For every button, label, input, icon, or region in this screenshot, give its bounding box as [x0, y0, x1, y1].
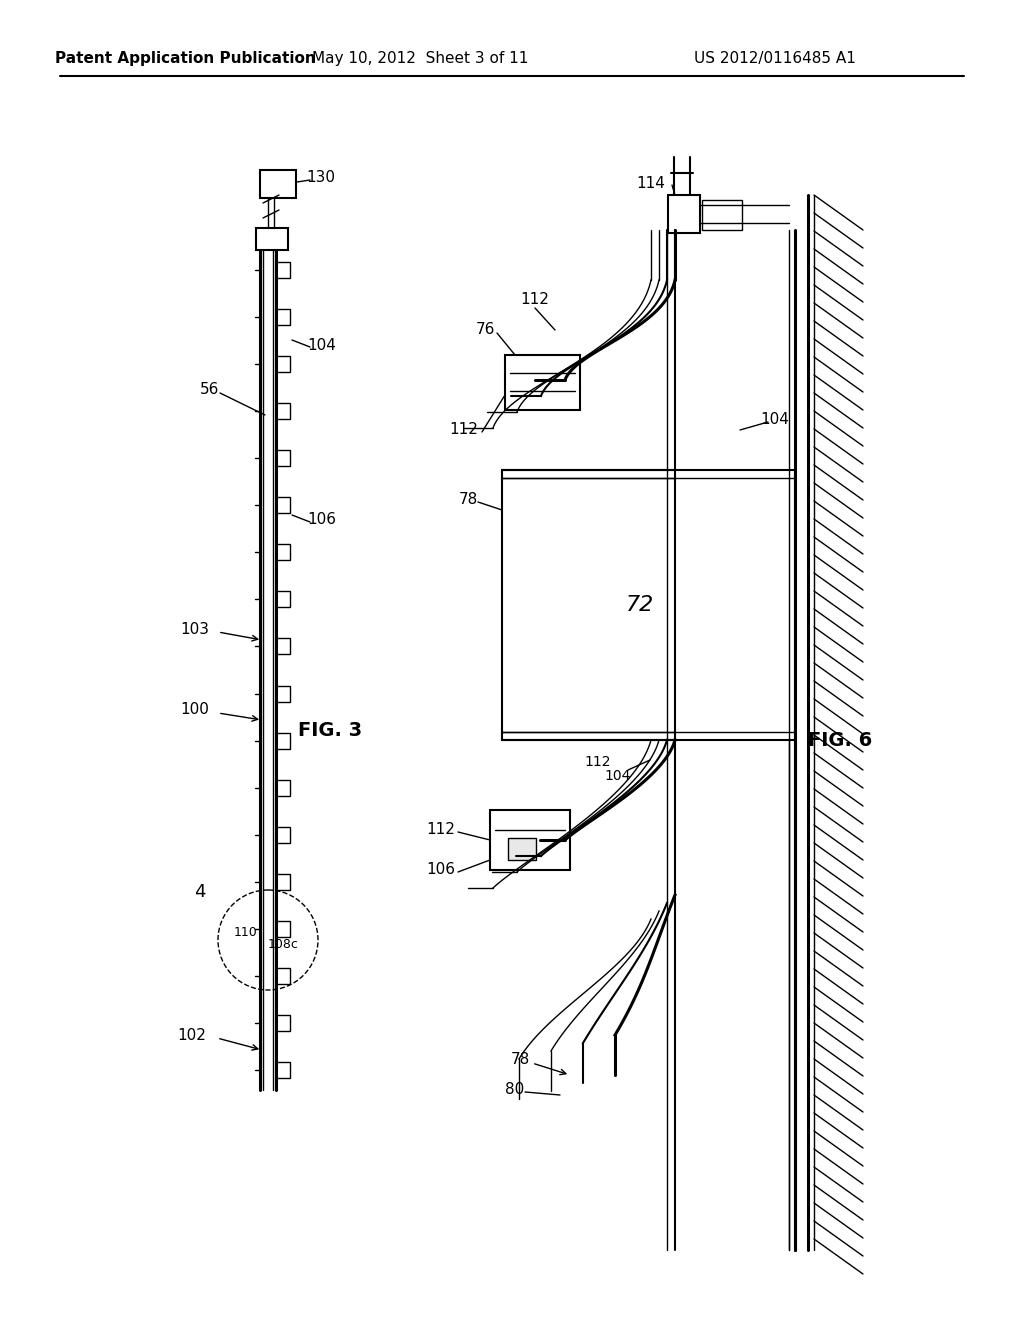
Bar — [276, 780, 290, 796]
Text: 100: 100 — [180, 702, 210, 718]
Bar — [260, 170, 296, 198]
Bar — [276, 591, 290, 607]
Text: 80: 80 — [506, 1082, 524, 1097]
Bar — [276, 261, 290, 279]
Bar — [502, 470, 795, 741]
Text: 72: 72 — [626, 595, 654, 615]
Bar — [276, 544, 290, 561]
Bar — [276, 968, 290, 983]
Text: 104: 104 — [761, 412, 790, 428]
Text: 112: 112 — [585, 755, 611, 770]
Text: 104: 104 — [605, 770, 631, 783]
Text: 110: 110 — [234, 925, 258, 939]
Bar — [276, 639, 290, 655]
Text: FIG. 3: FIG. 3 — [298, 721, 362, 739]
Bar — [505, 355, 580, 411]
Bar — [702, 201, 742, 230]
Bar — [256, 228, 288, 249]
Text: 56: 56 — [201, 383, 220, 397]
Bar — [276, 309, 290, 325]
Bar — [490, 810, 570, 870]
Text: 104: 104 — [307, 338, 337, 352]
Bar — [276, 403, 290, 420]
Bar — [276, 921, 290, 937]
Text: 78: 78 — [510, 1052, 529, 1068]
Text: 106: 106 — [307, 512, 337, 528]
Text: 112: 112 — [426, 822, 455, 837]
Bar — [276, 356, 290, 372]
Bar — [276, 1015, 290, 1031]
Text: 112: 112 — [450, 422, 478, 437]
Text: 4: 4 — [195, 883, 206, 902]
Bar — [276, 450, 290, 466]
Bar — [276, 733, 290, 748]
Text: 102: 102 — [177, 1027, 207, 1043]
Text: Patent Application Publication: Patent Application Publication — [54, 50, 315, 66]
Text: US 2012/0116485 A1: US 2012/0116485 A1 — [694, 50, 856, 66]
Text: 108c: 108c — [267, 939, 298, 952]
Text: 114: 114 — [636, 176, 665, 190]
Text: May 10, 2012  Sheet 3 of 11: May 10, 2012 Sheet 3 of 11 — [312, 50, 528, 66]
Text: 103: 103 — [180, 623, 210, 638]
Text: 76: 76 — [475, 322, 495, 338]
Text: 78: 78 — [459, 492, 477, 507]
Bar — [276, 1063, 290, 1078]
Text: 130: 130 — [306, 170, 336, 186]
Bar — [508, 838, 536, 861]
Bar — [276, 498, 290, 513]
Bar — [276, 826, 290, 842]
Text: 112: 112 — [520, 293, 550, 308]
Text: FIG. 6: FIG. 6 — [808, 730, 872, 750]
Text: 106: 106 — [426, 862, 455, 878]
Bar — [668, 195, 700, 234]
Bar — [276, 874, 290, 890]
Bar — [276, 685, 290, 701]
